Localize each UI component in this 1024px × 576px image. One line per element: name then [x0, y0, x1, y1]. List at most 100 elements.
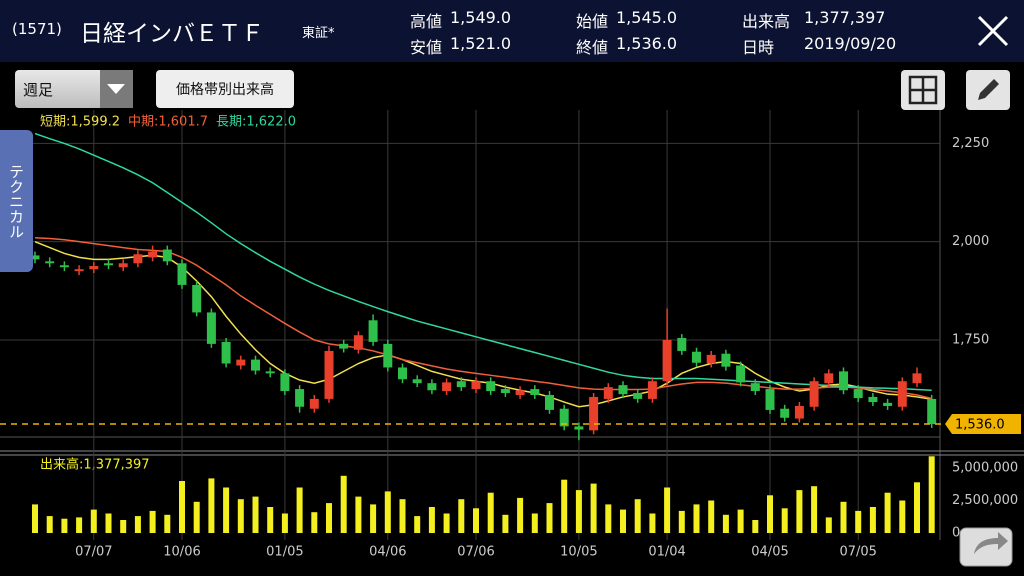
x-tick-label: 01/05	[266, 545, 303, 560]
candle-body	[794, 405, 804, 419]
draw-button[interactable]	[966, 70, 1010, 110]
candle-body	[633, 393, 643, 399]
volume-bar	[384, 491, 391, 533]
y-tick-label: 2,250	[952, 136, 989, 151]
legend-entry: 短期:1,599.2	[40, 115, 120, 130]
volume-bar	[90, 509, 97, 533]
volume-bar	[281, 513, 288, 533]
technical-tab[interactable]: テクニカル	[0, 130, 33, 272]
candle-body	[912, 373, 922, 384]
candle-body	[74, 269, 84, 272]
candle-body	[427, 383, 437, 391]
volume-bar	[443, 513, 450, 533]
candle-body	[589, 396, 599, 431]
stat-value: 2019/09/20	[804, 34, 897, 53]
volume-bar	[414, 516, 421, 533]
volume-bar	[370, 504, 377, 533]
volume-bar	[605, 504, 612, 533]
x-tick-label: 10/06	[163, 545, 200, 560]
y-tick-label: 5,000,000	[952, 461, 1018, 476]
volume-bar	[649, 513, 656, 533]
candle-body	[118, 263, 128, 268]
candle-body	[59, 265, 69, 268]
volume-label: 出来高:1,377,397	[40, 457, 150, 473]
candle-body	[295, 389, 305, 407]
layout-button[interactable]	[901, 70, 945, 110]
candle-body	[486, 381, 496, 392]
volume-bar	[179, 481, 185, 533]
volume-bar	[473, 508, 479, 533]
candle-body	[104, 263, 113, 266]
volume-bar	[884, 492, 891, 533]
candle-body	[471, 381, 481, 390]
candle-body	[677, 337, 687, 351]
candle-body	[206, 312, 216, 344]
volume-bar	[708, 500, 715, 533]
x-tick-label: 01/04	[648, 545, 685, 560]
candle-body	[133, 254, 143, 264]
volume-bar	[428, 507, 435, 533]
legend-entry: 中期:1,601.7	[128, 115, 208, 130]
stat-value: 1,545.0	[616, 8, 678, 27]
stat-label: 安値	[410, 38, 443, 57]
candle-body	[383, 343, 393, 368]
candle-body	[456, 381, 466, 388]
header: (1571) 日経インバＥＴＦ 東証* 高値 1,549.0 安値 1,521.0 始値…	[0, 0, 1024, 62]
candle-body	[868, 396, 878, 403]
candle-body	[398, 367, 407, 380]
close-button[interactable]	[976, 14, 1010, 48]
candle-body	[515, 390, 525, 395]
candle-body	[883, 402, 893, 406]
volume-bar	[767, 495, 773, 533]
candle-body	[192, 284, 202, 313]
price-tag-label: 1,536.0	[955, 418, 1005, 433]
volume-bar	[296, 487, 303, 533]
legend-entry: 長期:1,622.0	[216, 115, 296, 130]
period-select[interactable]: 週足	[15, 70, 133, 108]
candle-body	[545, 394, 554, 410]
candle-body	[280, 373, 290, 392]
moving-average	[34, 236, 932, 400]
candle-body	[853, 389, 863, 399]
volume-bar	[502, 514, 509, 533]
candle-body	[148, 251, 158, 258]
volume-bar	[796, 490, 803, 533]
volume-profile-button[interactable]: 価格帯別出来高	[156, 70, 294, 108]
x-tick-label: 07/06	[457, 545, 494, 560]
x-tick-label: 04/06	[369, 545, 406, 560]
stock-name: 日経インバＥＴＦ	[80, 21, 264, 47]
volume-bar	[340, 475, 347, 533]
volume-bar	[267, 507, 274, 533]
candle-body	[442, 382, 452, 392]
x-tick-label: 04/05	[751, 545, 788, 560]
volume-bar	[752, 520, 759, 533]
volume-bar	[664, 487, 671, 533]
share-button[interactable]	[958, 516, 1016, 568]
volume-bar	[914, 482, 920, 533]
volume-bar	[693, 504, 700, 533]
volume-bar	[355, 496, 362, 533]
volume-bar	[193, 501, 200, 533]
stat-value: 1,536.0	[616, 34, 678, 53]
y-tick-label: 2,500,000	[952, 493, 1018, 508]
candle-body	[559, 408, 569, 427]
candle-body	[750, 383, 760, 392]
volume-bar	[76, 517, 83, 533]
volume-bar	[546, 503, 553, 533]
volume-bar	[869, 507, 876, 533]
candle-body	[30, 255, 40, 260]
stat-label: 終値	[576, 38, 609, 57]
candle-body	[574, 426, 584, 430]
x-tick-label: 10/05	[560, 545, 597, 560]
candle-body	[692, 351, 701, 363]
volume-bar	[458, 499, 465, 533]
volume-bar	[164, 514, 171, 533]
volume-bar	[811, 486, 818, 533]
candle-body	[265, 371, 275, 374]
x-tick-label: 07/07	[75, 545, 112, 560]
volume-bar	[61, 518, 68, 533]
candle-body	[839, 371, 848, 391]
volume-bar	[120, 520, 127, 533]
